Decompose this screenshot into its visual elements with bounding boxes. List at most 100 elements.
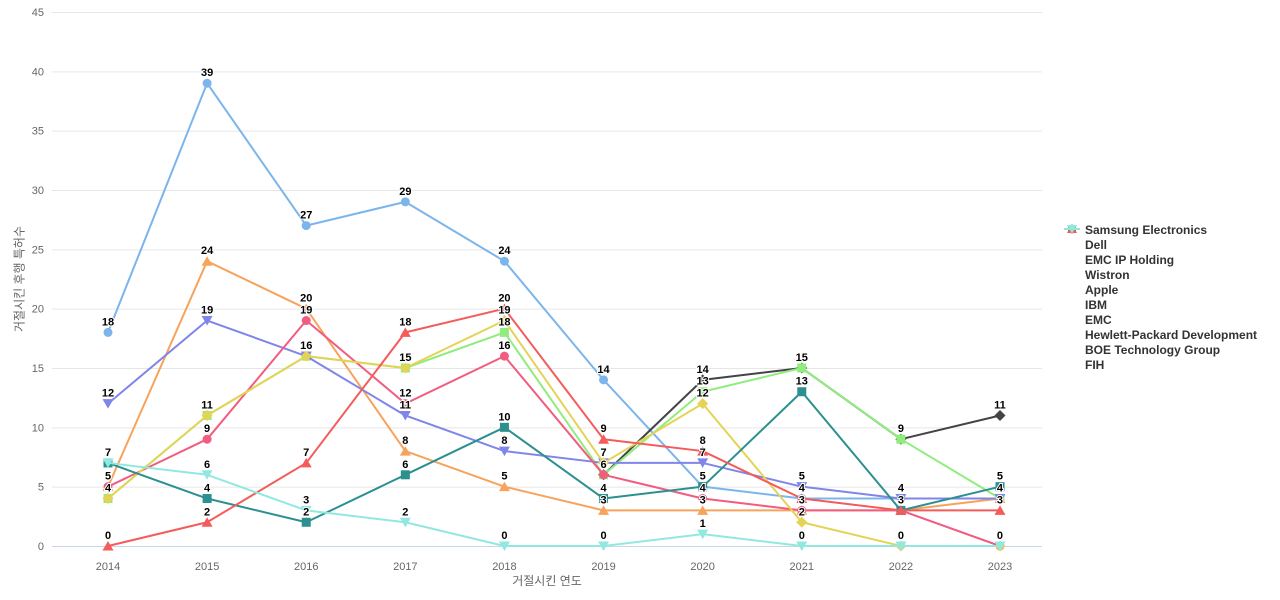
svg-text:3: 3: [898, 494, 904, 506]
svg-text:6: 6: [204, 459, 210, 471]
svg-text:12: 12: [399, 388, 411, 400]
svg-text:7: 7: [600, 447, 606, 459]
svg-text:24: 24: [201, 245, 214, 257]
svg-text:5: 5: [501, 471, 507, 483]
svg-text:14: 14: [697, 364, 710, 376]
legend-item-label: Dell: [1085, 238, 1108, 252]
legend-item-label: EMC: [1085, 313, 1112, 327]
svg-text:5: 5: [799, 471, 805, 483]
legend-item-label: FIH: [1085, 358, 1105, 372]
svg-text:2018: 2018: [492, 561, 516, 573]
svg-text:15: 15: [796, 352, 808, 364]
svg-text:2021: 2021: [790, 561, 814, 573]
svg-text:19: 19: [498, 305, 510, 317]
legend: Samsung Electronics Dell EMC IP Holding Wis…: [1064, 223, 1257, 373]
svg-text:5: 5: [997, 471, 1003, 483]
series-ibm: [103, 316, 1005, 551]
svg-text:11: 11: [400, 399, 412, 411]
svg-text:8: 8: [402, 435, 408, 447]
svg-text:30: 30: [32, 185, 44, 197]
legend-item-wistron[interactable]: Wistron: [1064, 224, 1257, 283]
series-samsung-electronics: [103, 78, 1005, 504]
svg-text:12: 12: [102, 388, 114, 400]
legend-item-boe-technology-group[interactable]: BOE Technology Group: [1064, 224, 1257, 358]
svg-text:25: 25: [32, 244, 44, 256]
svg-text:35: 35: [32, 126, 44, 138]
legend-item-dell[interactable]: Dell: [1064, 224, 1257, 253]
svg-text:18: 18: [102, 316, 114, 328]
svg-text:29: 29: [399, 186, 411, 198]
svg-text:2014: 2014: [96, 561, 120, 573]
svg-text:4: 4: [105, 483, 112, 495]
svg-text:5: 5: [700, 471, 706, 483]
svg-text:0: 0: [799, 530, 805, 542]
svg-text:3: 3: [700, 494, 706, 506]
svg-text:0: 0: [38, 541, 44, 553]
svg-text:3: 3: [799, 494, 805, 506]
x-axis-labels: 2014 2015 2016 2017 2018 2019 2020 2021 2022 2023: [96, 561, 1012, 573]
svg-text:2017: 2017: [393, 561, 417, 573]
svg-text:3: 3: [997, 494, 1003, 506]
svg-text:9: 9: [204, 423, 210, 435]
svg-text:19: 19: [300, 305, 312, 317]
svg-text:18: 18: [399, 316, 411, 328]
svg-text:20: 20: [300, 293, 312, 305]
svg-text:5: 5: [105, 471, 111, 483]
svg-text:2: 2: [799, 506, 805, 518]
svg-text:20: 20: [498, 293, 510, 305]
svg-text:14: 14: [597, 364, 610, 376]
x-axis-title: 거절시킨 연도: [512, 574, 582, 588]
y-axis-title: 거절시킨 후행 특허수: [12, 225, 27, 333]
svg-text:1: 1: [700, 518, 706, 530]
svg-text:2023: 2023: [988, 561, 1012, 573]
legend-item-apple[interactable]: Apple: [1064, 225, 1257, 298]
series-apple: [102, 316, 1006, 504]
legend-item-label: IBM: [1085, 298, 1107, 312]
legend-item-hewlett-packard-development[interactable]: Hewlett-Packard Development: [1064, 225, 1257, 343]
svg-text:2019: 2019: [591, 561, 615, 573]
y-axis-labels: 0 5 10 15 20 25 30 35 40 45: [32, 7, 44, 553]
svg-text:5: 5: [38, 482, 44, 494]
svg-text:2016: 2016: [294, 561, 318, 573]
svg-text:10: 10: [32, 422, 44, 434]
legend-item-fih[interactable]: FIH: [1064, 225, 1257, 373]
svg-text:16: 16: [300, 340, 312, 352]
legend-item-label: Wistron: [1085, 268, 1130, 282]
svg-text:2: 2: [204, 506, 210, 518]
svg-text:3: 3: [600, 494, 606, 506]
legend-item-emc[interactable]: EMC: [1064, 224, 1257, 328]
series-fih: [102, 458, 1006, 551]
svg-text:6: 6: [402, 459, 408, 471]
svg-text:11: 11: [201, 399, 213, 411]
legend-item-ibm[interactable]: IBM: [1064, 225, 1257, 313]
svg-text:7: 7: [700, 447, 706, 459]
svg-text:0: 0: [898, 530, 904, 542]
legend-item-emc-ip-holding[interactable]: EMC IP Holding: [1064, 225, 1257, 268]
svg-text:2: 2: [303, 506, 309, 518]
svg-text:45: 45: [32, 7, 44, 19]
svg-text:8: 8: [700, 435, 706, 447]
svg-text:9: 9: [600, 423, 606, 435]
svg-text:12: 12: [697, 388, 709, 400]
svg-text:0: 0: [997, 530, 1003, 542]
gridlines: [52, 12, 1042, 547]
legend-item-label: Apple: [1085, 283, 1119, 297]
svg-text:24: 24: [498, 245, 511, 257]
svg-text:13: 13: [697, 376, 709, 388]
svg-text:13: 13: [796, 376, 808, 388]
svg-text:8: 8: [501, 435, 507, 447]
series-boe-technology-group: [102, 303, 1006, 551]
svg-text:10: 10: [498, 411, 510, 423]
svg-text:4: 4: [204, 483, 211, 495]
svg-text:18: 18: [498, 316, 510, 328]
svg-text:15: 15: [32, 363, 44, 375]
legend-item-label: BOE Technology Group: [1085, 343, 1221, 357]
svg-text:2022: 2022: [889, 561, 913, 573]
svg-text:16: 16: [498, 340, 510, 352]
svg-text:19: 19: [201, 305, 213, 317]
svg-text:6: 6: [600, 459, 606, 471]
svg-text:0: 0: [501, 530, 507, 542]
legend-item-samsung-electronics[interactable]: Samsung Electronics: [1064, 223, 1257, 238]
